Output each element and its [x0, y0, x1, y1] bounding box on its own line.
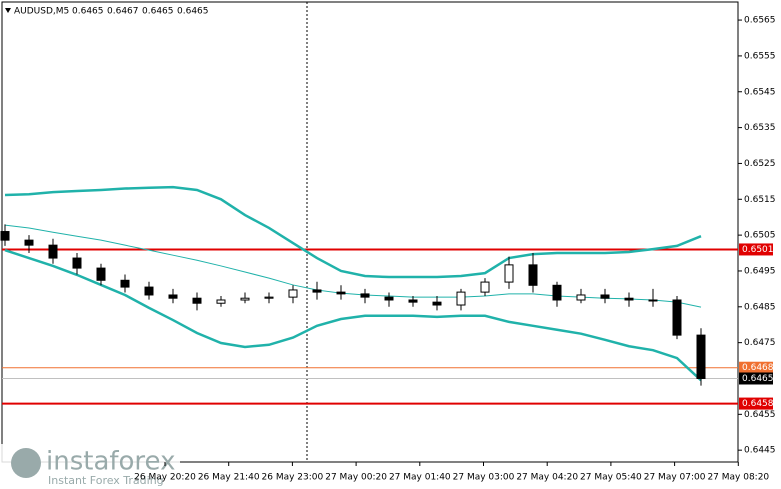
header-value: 0.6465	[72, 7, 104, 17]
x-tick-label: 27 May 04:20	[516, 473, 578, 483]
candle-body	[504, 264, 514, 283]
x-tick-label: 27 May 01:40	[389, 473, 451, 483]
y-tick-label: 0.6515	[744, 195, 776, 205]
candle-body	[624, 297, 634, 301]
y-tick-label: 0.6525	[744, 159, 776, 169]
x-tick-label: 27 May 00:20	[325, 473, 387, 483]
candle-body	[576, 294, 586, 301]
watermark-brand: instaforex	[46, 447, 175, 477]
candle-body	[648, 299, 658, 302]
watermark-logo	[11, 448, 41, 478]
candle-body	[480, 281, 490, 293]
price-tag-label: 0.6501	[742, 245, 774, 255]
y-tick-label: 0.6475	[744, 338, 776, 348]
candle-body	[48, 244, 58, 259]
y-tick-label: 0.6505	[744, 231, 776, 241]
candle-body	[72, 257, 82, 269]
y-tick-label: 0.6445	[744, 446, 776, 456]
price-tag	[739, 243, 773, 256]
candle-body	[144, 286, 154, 296]
candle-body	[24, 239, 34, 246]
candle-body	[600, 294, 610, 299]
header-value: 0.6465	[177, 7, 209, 17]
header-value: 0.6465	[142, 7, 174, 17]
x-tick-label: 27 May 07:00	[644, 473, 706, 483]
candle-body	[120, 279, 130, 288]
x-tick-label: 26 May 21:40	[198, 473, 260, 483]
y-tick-label: 0.6555	[744, 51, 776, 61]
indicator-line	[4, 248, 702, 382]
price-tag-label: 0.6458	[742, 399, 774, 409]
title-arrow	[5, 8, 11, 13]
x-tick-label: 27 May 05:40	[580, 473, 642, 483]
chart-title: AUDUSD,M5	[14, 7, 69, 17]
indicator-line	[4, 185, 702, 279]
y-tick-label: 0.6495	[744, 266, 776, 276]
candle-body	[528, 264, 538, 286]
candle-body	[672, 299, 682, 336]
candle-body	[168, 294, 178, 299]
candle-body	[96, 267, 106, 281]
y-tick-label: 0.6455	[744, 410, 776, 420]
candle-body	[264, 296, 274, 299]
candle-body	[192, 297, 202, 304]
candle-body	[240, 297, 250, 301]
x-tick-label: 26 May 20:20	[134, 473, 196, 483]
y-tick-label: 0.6545	[744, 87, 776, 97]
watermark: instaforex Instant Forex Trading	[0, 444, 180, 489]
candle-body	[312, 289, 322, 293]
candle-body	[216, 299, 226, 304]
x-tick-label: 26 May 23:00	[262, 473, 324, 483]
candle-body	[360, 293, 370, 298]
candle-body	[552, 284, 562, 301]
candle-body	[408, 299, 418, 303]
y-tick-label: 0.6485	[744, 302, 776, 312]
x-tick-label: 27 May 03:00	[453, 473, 515, 483]
price-tag-label: 0.6468	[742, 363, 774, 373]
y-tick-label: 0.6535	[744, 123, 776, 133]
price-tag	[739, 372, 773, 385]
candle-body	[456, 291, 466, 306]
price-tag	[739, 361, 773, 374]
layer	[0, 185, 738, 405]
price-tag	[739, 397, 773, 410]
header-value: 0.6467	[107, 7, 139, 17]
candle-body	[432, 301, 442, 306]
y-tick-label: 0.6565	[744, 16, 776, 26]
x-tick-label: 27 May 08:20	[707, 473, 769, 483]
watermark-tagline: Instant Forex Trading	[48, 474, 164, 487]
candle-body	[696, 334, 706, 379]
candle-body	[336, 291, 346, 295]
price-tag-label: 0.6465	[742, 374, 774, 384]
candle-body	[384, 296, 394, 301]
candle-body	[0, 231, 10, 241]
candle-body	[288, 289, 298, 298]
